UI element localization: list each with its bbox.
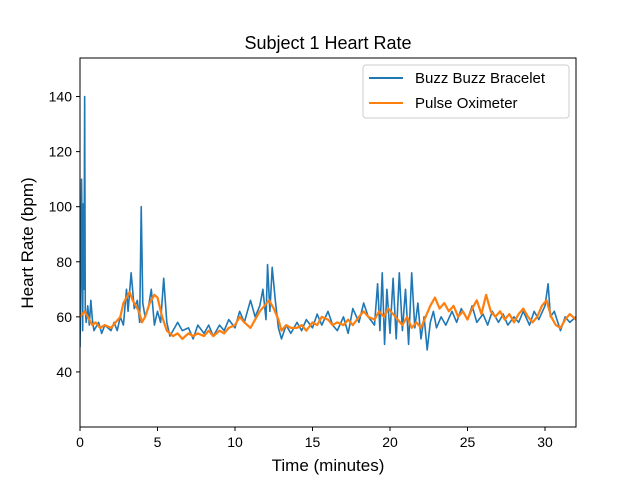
y-tick-label: 140 [49,89,73,105]
y-tick-label: 60 [56,309,72,325]
plot-frame [79,57,577,428]
y-tick-label: 120 [49,144,73,160]
chart-title: Subject 1 Heart Rate [244,33,411,53]
y-axis-label: Heart Rate (bpm) [18,177,37,308]
y-tick-label: 80 [56,254,72,270]
x-tick-label: 0 [76,434,84,450]
y-axis: 40 60 80 100 120 140 [49,89,80,380]
x-tick-label: 20 [382,434,398,450]
legend-label-pulse-oximeter: Pulse Oximeter [415,95,518,112]
x-axis-label: Time (minutes) [272,456,385,475]
x-tick-label: 10 [227,434,243,450]
legend-box [362,64,570,119]
legend: Buzz Buzz Bracelet Pulse Oximeter [362,64,570,119]
x-tick-label: 25 [460,434,476,450]
x-tick-label: 5 [154,434,162,450]
x-axis: 0 5 10 15 20 25 30 [76,427,553,450]
series-layer [80,95,576,351]
series-line-pulse-oximeter [80,290,576,340]
x-tick-label: 30 [537,434,553,450]
x-tick-label: 15 [305,434,321,450]
y-tick-label: 100 [49,199,73,215]
y-tick-label: 40 [56,364,72,380]
legend-label-buzz-buzz-bracelet: Buzz Buzz Bracelet [415,70,546,87]
